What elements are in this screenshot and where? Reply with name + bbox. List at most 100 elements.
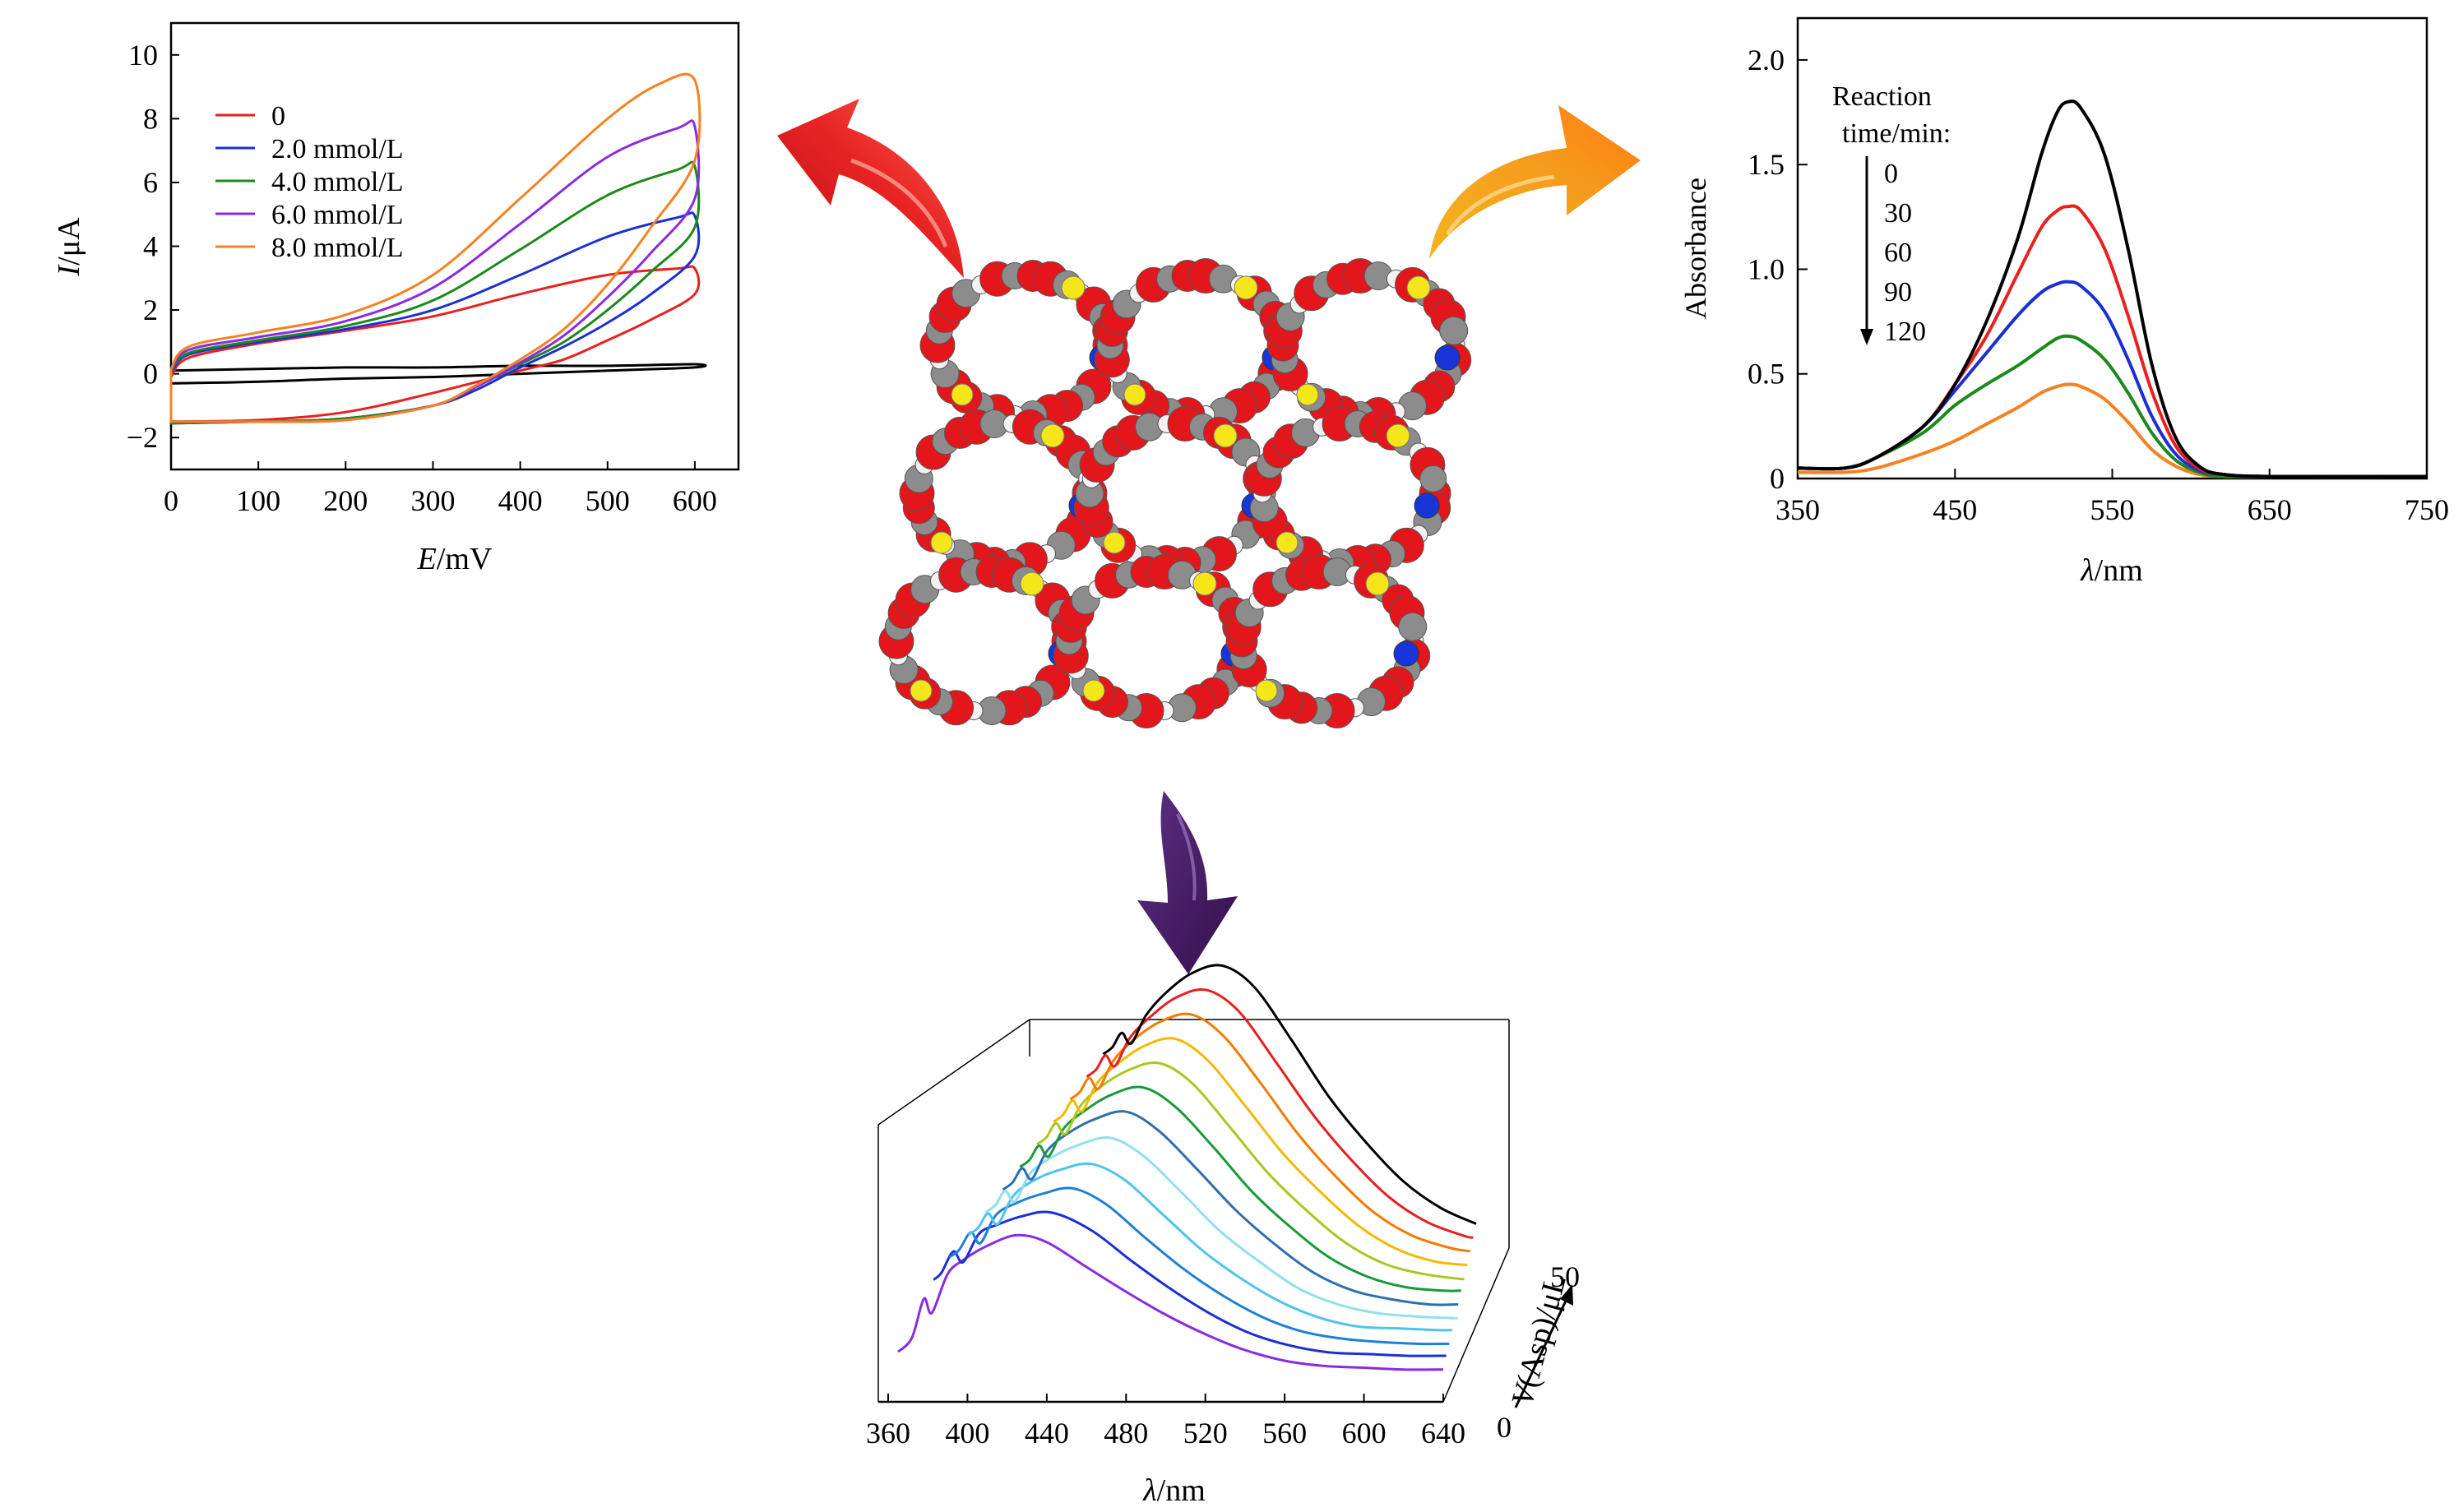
uv-panel: 350 450 550 650 750 0 0.5 1.0 1.5 2.0 Reaction t… xyxy=(1679,16,2449,588)
fl-x-tick-label: 640 xyxy=(1421,1417,1465,1450)
fl-z-max-label: 50 xyxy=(1550,1260,1580,1293)
uv-x-tick-label: 650 xyxy=(2248,493,2292,526)
mof-atom-sulfur xyxy=(910,679,933,702)
mof-atom-sulfur xyxy=(1040,423,1065,448)
cv-legend-label: 6.0 mmol/L xyxy=(271,200,404,230)
uv-x-axis-label: λ/nm xyxy=(2080,553,2143,588)
mof-pore-ring xyxy=(1246,406,1451,580)
mof-atom-sulfur xyxy=(1365,571,1390,596)
fl-x-tick-label: 520 xyxy=(1183,1417,1228,1450)
cv-x-tick-label: 500 xyxy=(586,484,630,517)
mof-atom-sulfur xyxy=(1103,531,1126,554)
fl-curve-9 xyxy=(1069,1012,1470,1253)
cv-x-ticks: 0 100 200 300 400 500 600 xyxy=(164,461,717,517)
fl-curve-2 xyxy=(948,1186,1450,1346)
mof-atom-nitrogen xyxy=(1434,344,1461,371)
arrow-to-uv xyxy=(1429,105,1641,259)
uv-y-ticks: 0 0.5 1.0 1.5 2.0 xyxy=(1748,44,1808,495)
uv-y-tick-label: 1.5 xyxy=(1748,148,1785,181)
cv-y-axis-label: I/μA xyxy=(52,217,86,277)
cv-curve-background xyxy=(169,363,707,385)
fl-curve-10 xyxy=(1086,988,1474,1239)
cv-curves xyxy=(169,72,707,425)
mof-atom-sulfur xyxy=(1406,275,1431,300)
fl-3d-box xyxy=(877,1019,1510,1403)
fl-z-arrow-shaft xyxy=(1514,1298,1568,1408)
uv-y-axis-label: Absorbance xyxy=(1679,178,1712,319)
uv-legend-time-120: 120 xyxy=(1884,317,1926,347)
arrow-to-cv xyxy=(777,99,964,278)
cv-x-tick-label: 200 xyxy=(323,484,368,517)
cv-x-tick-label: 300 xyxy=(410,484,455,517)
mof-atom-nitrogen xyxy=(1393,640,1419,667)
uv-curves xyxy=(1797,99,2428,479)
mof-atom xyxy=(1439,316,1469,345)
mof-pore-ring xyxy=(1225,554,1431,728)
cv-y-tick-label: 10 xyxy=(128,39,158,72)
fl-z-arrow-head xyxy=(1560,1284,1573,1306)
cv-y-tick-label: −2 xyxy=(127,421,158,454)
cv-x-tick-label: 400 xyxy=(498,484,543,517)
mof-atom-sulfur xyxy=(1123,383,1146,406)
cv-y-ticks: −2 0 2 4 6 8 10 xyxy=(127,39,179,454)
mof-atom-sulfur xyxy=(1020,571,1044,596)
fl-curve-1 xyxy=(933,1210,1447,1357)
cv-y-tick-label: 8 xyxy=(143,102,158,135)
cv-legend-label: 8.0 mmol/L xyxy=(271,233,404,263)
cv-y-tick-label: 6 xyxy=(143,166,158,199)
mof-atom xyxy=(1419,465,1447,492)
uv-legend: Reaction time/min: 0 30 60 90 120 xyxy=(1832,81,1951,347)
mof-atom-sulfur xyxy=(1234,275,1258,300)
uv-legend-title-line1: Reaction xyxy=(1832,81,1932,112)
uv-y-tick-label: 1.0 xyxy=(1748,252,1785,285)
uv-x-tick-label: 350 xyxy=(1775,493,1820,526)
fl-x-axis-label: λ/nm xyxy=(1142,1473,1206,1508)
uv-legend-time-90: 90 xyxy=(1884,277,1912,307)
uv-x-tick-label: 550 xyxy=(2090,493,2135,526)
mof-atom-sulfur xyxy=(1192,571,1217,596)
cv-y-tick-label: 2 xyxy=(143,294,158,326)
fl-x-ticks: 360 400 440 480 520 560 600 640 xyxy=(866,1394,1465,1450)
uv-legend-time-60: 60 xyxy=(1884,238,1912,268)
fl-curve-6 xyxy=(1019,1085,1461,1292)
cv-legend: 02.0 mmol/L4.0 mmol/L6.0 mmol/L8.0 mmol/… xyxy=(215,101,404,263)
mof-atom-sulfur xyxy=(1061,275,1086,300)
mof-pore-ring xyxy=(878,556,1087,726)
uv-curve-0 xyxy=(1797,99,2428,479)
arrow-to-fluorescence xyxy=(1137,791,1238,974)
mof-pore-ring xyxy=(1266,258,1472,432)
cv-x-tick-label: 100 xyxy=(236,484,280,517)
uv-x-tick-label: 450 xyxy=(1933,493,1977,526)
fl-curve-3 xyxy=(967,1162,1452,1332)
uv-curve-90 xyxy=(1797,334,2427,479)
cv-y-tick-label: 0 xyxy=(143,358,158,391)
fl-curve-0 xyxy=(897,1233,1444,1371)
uv-x-ticks: 350 450 550 650 750 xyxy=(1775,469,2449,526)
fl-curve-7 xyxy=(1035,1061,1465,1281)
uv-y-tick-label: 2.0 xyxy=(1748,44,1785,76)
fl-x-tick-label: 600 xyxy=(1342,1417,1387,1450)
mof-pore-ring xyxy=(919,260,1128,430)
uv-plot-frame xyxy=(1796,16,2428,480)
cv-legend-label: 4.0 mmol/L xyxy=(271,167,404,197)
fl-curve-5 xyxy=(1002,1110,1459,1306)
fl-curve-11 xyxy=(1102,964,1477,1225)
cv-plot-frame xyxy=(169,21,740,471)
mof-atom-sulfur xyxy=(1255,679,1278,702)
cv-x-tick-label: 0 xyxy=(164,484,178,517)
fl-x-tick-label: 440 xyxy=(1025,1417,1069,1450)
cv-curve-0 xyxy=(169,265,701,423)
mof-pore-ring xyxy=(1094,258,1299,432)
uv-x-tick-label: 750 xyxy=(2405,493,2449,526)
uv-legend-time-30: 30 xyxy=(1884,198,1912,229)
uv-y-tick-label: 0 xyxy=(1770,462,1785,495)
fl-x-tick-label: 560 xyxy=(1262,1417,1307,1450)
mof-atom-sulfur xyxy=(1296,383,1319,406)
fluorescence-panel: 360 400 440 480 520 560 600 640 λ/nm V(Asp)/μL … xyxy=(866,964,1580,1508)
mof-atom-sulfur xyxy=(1213,423,1238,448)
mof-atom-sulfur xyxy=(1275,531,1299,554)
fl-z-min-label: 0 xyxy=(1497,1411,1512,1444)
fl-x-tick-label: 480 xyxy=(1104,1417,1148,1450)
mof-structure-illustration xyxy=(878,258,1472,728)
